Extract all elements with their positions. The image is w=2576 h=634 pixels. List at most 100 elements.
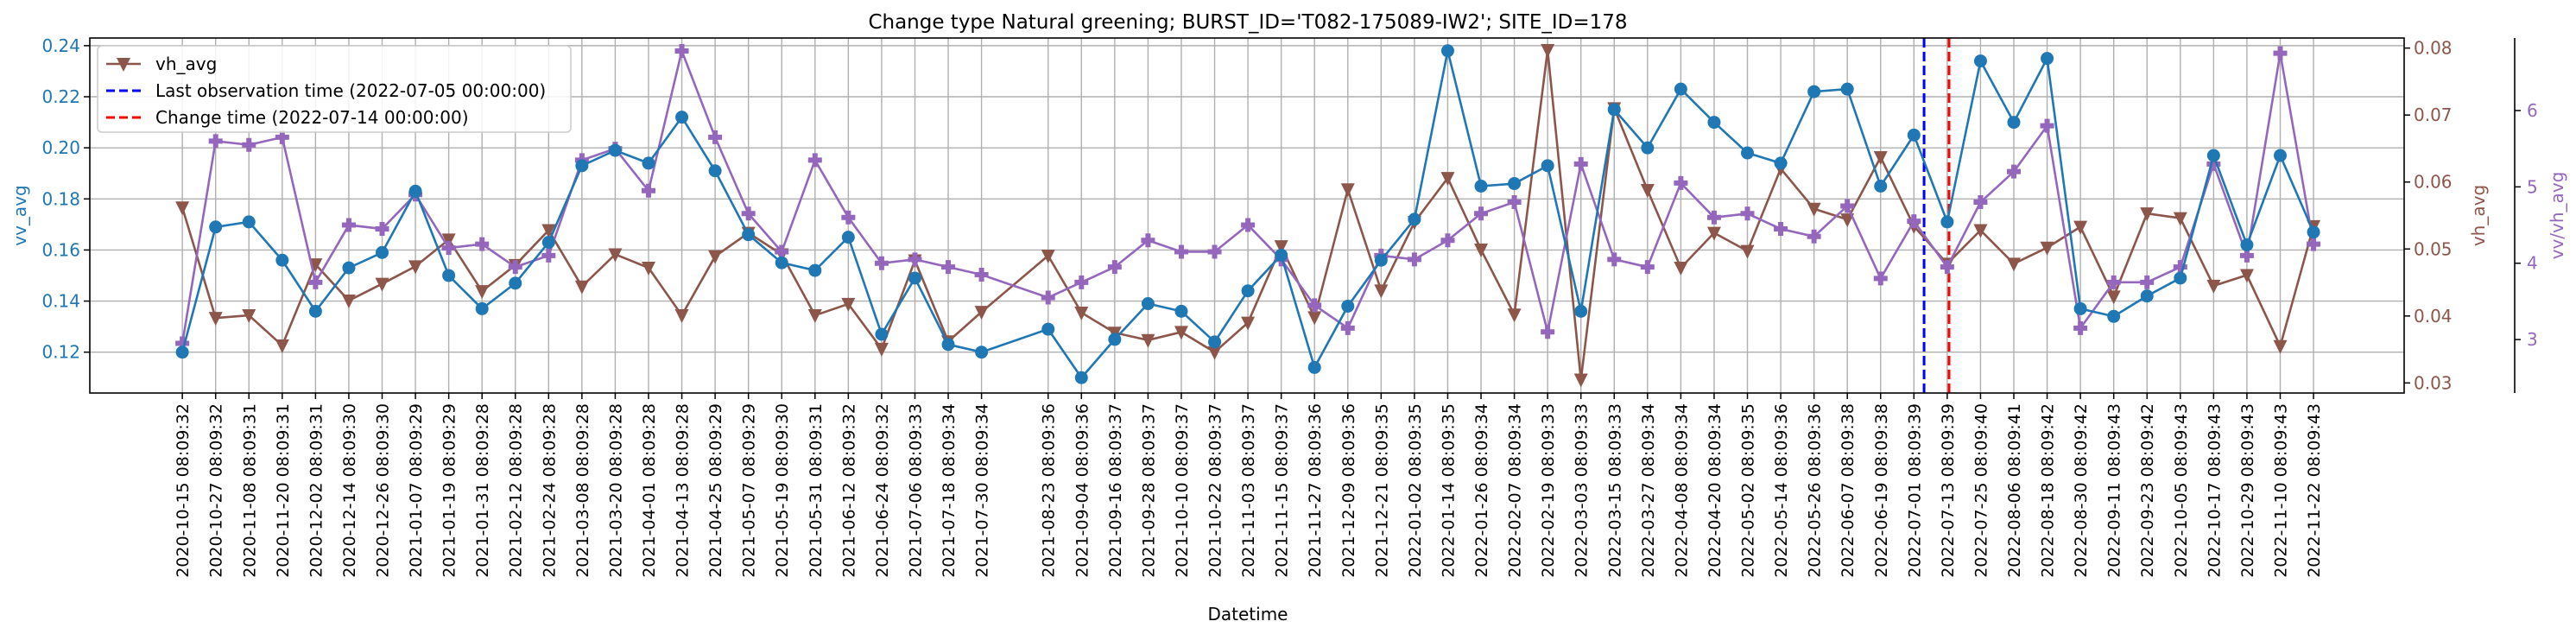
data-point	[1041, 322, 1055, 336]
x-tick-label: 2021-05-19 08:09:30	[773, 403, 792, 578]
data-point	[1407, 252, 1421, 267]
x-tick-label: 2021-09-16 08:09:37	[1106, 403, 1125, 578]
data-point	[874, 342, 889, 357]
x-tick-label: 2022-02-19 08:09:33	[1539, 403, 1558, 578]
data-point	[442, 269, 456, 282]
data-point	[1208, 335, 1222, 349]
data-point	[2273, 339, 2288, 354]
y-left-tick-label: 0.14	[41, 291, 80, 312]
data-point	[2273, 46, 2288, 60]
data-point	[2073, 301, 2087, 315]
data-point	[1474, 206, 1489, 221]
data-point	[2173, 212, 2187, 226]
data-point	[575, 159, 589, 173]
data-point	[1807, 202, 1821, 217]
x-tick-label: 2022-07-01 08:09:39	[1905, 403, 1924, 578]
legend-label: Change time (2022-07-14 00:00:00)	[155, 107, 469, 128]
x-tick-label: 2020-12-26 08:09:30	[374, 403, 393, 578]
data-point	[475, 285, 490, 300]
data-point	[1141, 297, 1155, 311]
data-point	[2173, 260, 2187, 275]
data-point	[1241, 284, 1255, 298]
data-point	[2106, 290, 2121, 305]
data-point	[209, 220, 223, 234]
data-point	[1641, 141, 1655, 155]
data-point	[175, 336, 190, 351]
data-point	[1706, 226, 1721, 241]
x-tick-label: 2021-09-04 08:09:36	[1073, 403, 1092, 578]
data-point	[1141, 233, 1155, 248]
data-point	[475, 301, 489, 315]
data-point	[1607, 252, 1622, 267]
data-point	[2307, 237, 2321, 251]
data-point	[375, 277, 389, 292]
y-left-tick-label: 0.20	[41, 137, 80, 158]
data-point	[408, 184, 422, 198]
y-left-tick-label: 0.12	[41, 342, 80, 363]
y-right2-tick-label: 3	[2527, 329, 2538, 350]
data-point	[2239, 269, 2254, 283]
data-point	[708, 130, 723, 144]
data-point	[1707, 116, 1721, 130]
y-right2-axis-label: vv/vh_avg	[2547, 172, 2567, 260]
data-point	[2206, 149, 2220, 162]
data-point	[1907, 128, 1921, 142]
data-point	[1840, 213, 1855, 228]
x-tick-label: 2022-01-26 08:09:34	[1472, 403, 1491, 578]
y-left-tick-label: 0.16	[41, 239, 80, 260]
data-point	[1141, 333, 1155, 348]
data-point	[1307, 298, 1322, 313]
x-tick-label: 2021-04-01 08:09:28	[640, 403, 659, 578]
data-point	[2006, 257, 2021, 272]
x-tick-label: 2020-12-14 08:09:30	[340, 403, 359, 578]
data-point	[1108, 333, 1122, 346]
data-point	[1174, 304, 1188, 318]
x-tick-label: 2020-12-02 08:09:31	[307, 403, 326, 578]
data-point	[275, 253, 289, 267]
data-point	[341, 218, 356, 232]
data-point	[775, 256, 788, 269]
data-point	[1241, 218, 1256, 232]
data-point	[908, 252, 922, 267]
data-point	[2240, 238, 2254, 252]
data-point	[2174, 271, 2187, 285]
data-point	[841, 297, 856, 312]
data-point	[1174, 326, 1188, 340]
data-point	[508, 260, 522, 275]
data-point	[475, 237, 490, 251]
y-right-axis-label: vh_avg	[2468, 185, 2489, 246]
data-point	[674, 44, 689, 59]
data-point	[1341, 299, 1355, 313]
data-point	[1740, 244, 1755, 259]
x-tick-label: 2022-05-14 08:09:36	[1772, 403, 1791, 578]
data-point	[1474, 244, 1489, 258]
x-tick-label: 2021-02-12 08:09:28	[507, 403, 526, 578]
data-point	[1307, 311, 1322, 326]
data-point	[1740, 206, 1755, 221]
y-right2-tick-label: 4	[2527, 253, 2538, 274]
x-tick-label: 2021-06-24 08:09:32	[873, 403, 892, 578]
data-point	[841, 231, 855, 244]
data-point	[708, 250, 723, 264]
data-point	[1474, 179, 1488, 193]
data-point	[2307, 225, 2320, 239]
data-point	[541, 224, 556, 238]
data-point	[2006, 164, 2021, 179]
x-tick-label: 2021-10-22 08:09:37	[1206, 403, 1225, 578]
data-point	[974, 268, 989, 282]
data-point	[2273, 149, 2287, 162]
data-point	[1973, 54, 1987, 68]
data-point	[874, 256, 889, 270]
x-tick-label: 2021-04-13 08:09:28	[674, 403, 693, 578]
data-point	[1241, 316, 1256, 331]
x-tick-label: 2022-06-19 08:09:38	[1872, 403, 1891, 578]
y-right-tick-label: 0.04	[2414, 306, 2453, 327]
legend-box	[97, 45, 572, 133]
x-tick-label: 2022-07-25 08:09:40	[1972, 403, 1991, 578]
data-point	[675, 111, 689, 124]
data-point	[1674, 175, 1688, 190]
x-tick-label: 2021-09-28 08:09:37	[1139, 403, 1158, 578]
data-point	[1508, 177, 1522, 191]
x-tick-label: 2021-11-03 08:09:37	[1239, 403, 1258, 578]
data-point	[1873, 271, 1888, 286]
